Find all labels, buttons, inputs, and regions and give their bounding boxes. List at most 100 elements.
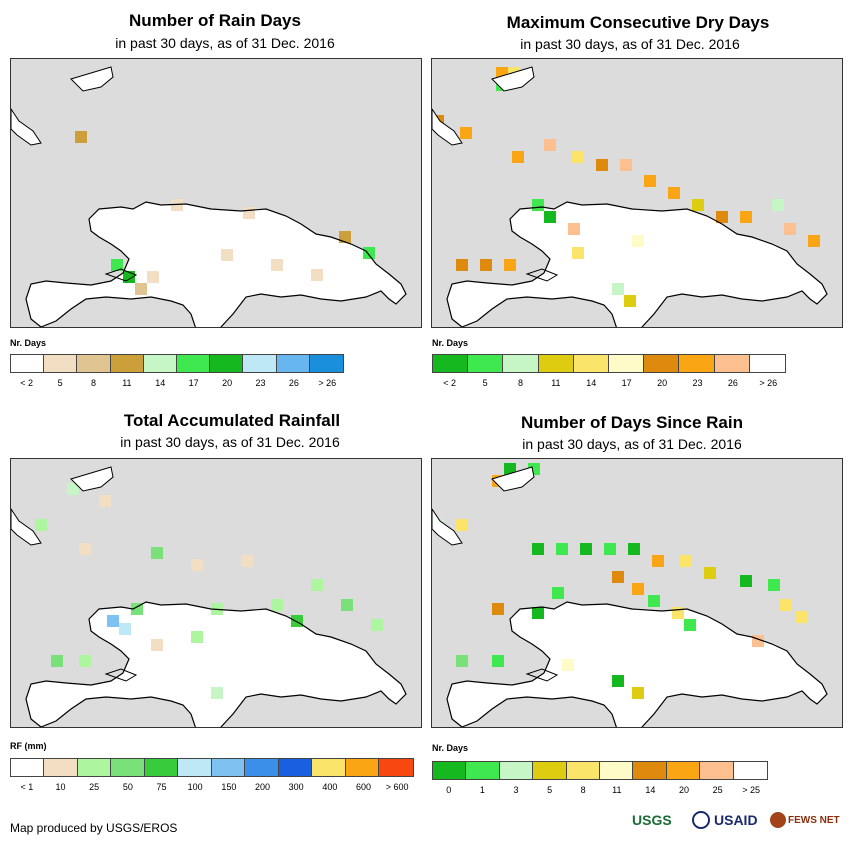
legend-tick-label: 17 [621, 378, 632, 388]
grid-cell [632, 687, 644, 699]
cuba-tip-outline [432, 508, 463, 546]
panel-2-title: Maximum Consecutive Dry Days [506, 13, 770, 32]
legend-swatch [749, 355, 785, 372]
grid-cell [79, 543, 91, 555]
legend-swatch [499, 762, 534, 779]
panel-2-map [431, 58, 843, 328]
map-canvas [432, 463, 828, 727]
grid-cell [311, 269, 323, 281]
legend-tick-label: 17 [188, 378, 199, 388]
legend-swatch [608, 355, 645, 372]
legend-swatch [733, 762, 767, 779]
grid-cell [119, 623, 131, 635]
panel-1-legend [10, 354, 344, 373]
legend-swatch [573, 355, 609, 372]
legend-swatch [503, 355, 539, 372]
grid-cell [456, 519, 468, 531]
legend-tick-label: 14 [586, 378, 597, 388]
panel-4-map [431, 458, 843, 728]
grid-cell [572, 247, 584, 259]
map-credit: Map produced by USGS/EROS [10, 821, 178, 835]
legend-tick-label: 300 [288, 782, 304, 792]
legend-swatch [111, 759, 145, 776]
northern-island-outline [70, 66, 114, 92]
panel-4-legend-ticks: 0 1 3 5 8 11 14 20 25 > 25 [432, 785, 766, 797]
grid-cell [341, 599, 353, 611]
northern-island-outline [70, 466, 114, 492]
legend-tick-label: < 2 [443, 378, 457, 388]
legend-tick-label: 10 [55, 782, 66, 792]
grid-cell [339, 231, 351, 243]
island-outline [446, 201, 828, 327]
legend-tick-label: 8 [517, 378, 524, 388]
legend-swatch [176, 355, 211, 372]
grid-cell [460, 127, 472, 139]
legend-swatch [11, 355, 45, 372]
legend-tick-label: 400 [322, 782, 338, 792]
legend-swatch [110, 355, 144, 372]
grid-cell [668, 187, 680, 199]
usgs-logo: USGS [632, 808, 672, 832]
legend-swatch [466, 762, 500, 779]
grid-cell [532, 607, 544, 619]
grid-cell [740, 575, 752, 587]
legend-swatch [77, 759, 112, 776]
grid-cell [704, 567, 716, 579]
legend-swatch [666, 762, 701, 779]
grid-cell [241, 555, 253, 567]
legend-swatch [11, 759, 45, 776]
legend-tick-label: 1 [479, 785, 485, 795]
grid-cell [562, 659, 574, 671]
grid-cell [51, 655, 63, 667]
grid-cell [552, 587, 564, 599]
grid-cell [624, 295, 636, 307]
legend-swatch [44, 759, 78, 776]
legend-tick-label: 75 [156, 782, 167, 792]
legend-swatch [210, 355, 244, 372]
grid-cell [796, 611, 808, 623]
panel-3-legend-ticks: < 1 10 25 50 75 100 150 200 300 400 600 > 600 [10, 782, 412, 794]
legend-swatch [245, 759, 279, 776]
island-outline [25, 601, 407, 727]
grid-cell [648, 595, 660, 607]
legend-tick-label: 25 [89, 782, 100, 792]
grid-cell [456, 655, 468, 667]
grid-cell [632, 583, 644, 595]
grid-cell [652, 555, 664, 567]
grid-cell [772, 199, 784, 211]
cuba-tip-outline [11, 508, 42, 546]
legend-tick-label: 20 [678, 785, 690, 795]
cuba-tip-outline [432, 108, 463, 146]
map-canvas [11, 466, 407, 727]
usgs-logo-text: USGS [632, 812, 672, 828]
grid-cell [135, 283, 147, 295]
island-outline [25, 201, 407, 327]
grid-cell [35, 519, 47, 531]
panel-3-legend [10, 758, 414, 777]
legend-tick-label: 14 [645, 785, 656, 795]
usaid-logo-text: USAID [714, 812, 758, 828]
panel-2-legend-title: Nr. Days [432, 338, 469, 348]
legend-tick-label: 26 [727, 378, 738, 388]
panel-2-subtitle: in past 30 days, as of 31 Dec. 2016 [520, 36, 740, 52]
grid-cell [632, 235, 644, 247]
legend-tick-label: 5 [57, 378, 63, 388]
grid-cell [75, 131, 87, 143]
grid-cell [768, 579, 780, 591]
lake-outline [104, 668, 138, 682]
grid-cell [784, 223, 796, 235]
legend-swatch [211, 759, 246, 776]
legend-tick-label: 600 [355, 782, 372, 792]
grid-cell [740, 211, 752, 223]
grid-cell [271, 599, 283, 611]
panel-1-subtitle: in past 30 days, as of 31 Dec. 2016 [115, 35, 335, 51]
legend-swatch [644, 355, 680, 372]
legend-tick-label: 26 [288, 378, 299, 388]
panel-2-legend [432, 354, 786, 373]
legend-swatch [379, 759, 413, 776]
grid-cell [191, 631, 203, 643]
legend-swatch [533, 762, 567, 779]
grid-cell [780, 599, 792, 611]
grid-cell [79, 655, 91, 667]
island-land [26, 202, 406, 327]
